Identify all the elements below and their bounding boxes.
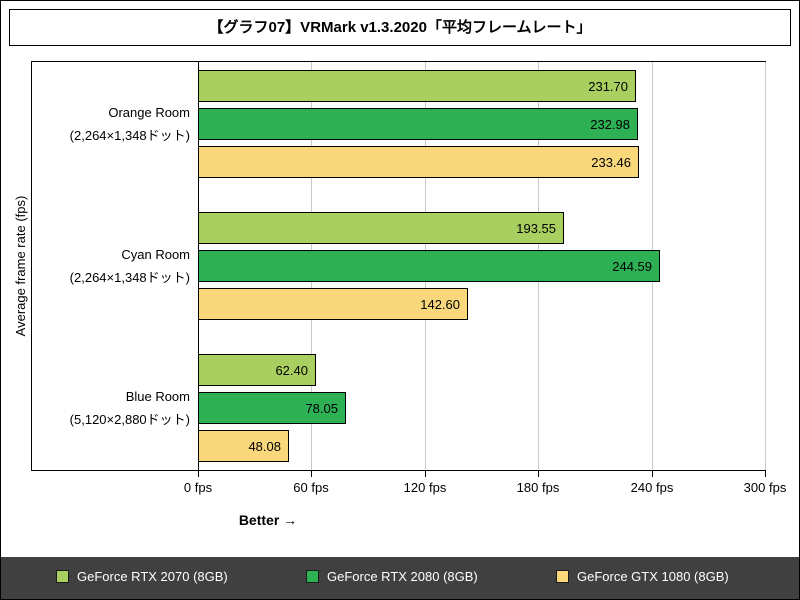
legend-item: GeForce GTX 1080 (8GB) [556, 569, 729, 584]
tick-mark [652, 471, 653, 477]
legend-label: GeForce RTX 2080 (8GB) [327, 569, 478, 584]
bar: 193.55 [198, 212, 564, 244]
gridline [765, 62, 766, 470]
category-label: Cyan Room (2,264×1,348ドット) [32, 243, 190, 289]
category-name: Cyan Room [121, 247, 190, 262]
legend-swatch [306, 570, 319, 583]
bar: 233.46 [198, 146, 639, 178]
bar: 48.08 [198, 430, 289, 462]
legend-item: GeForce RTX 2070 (8GB) [56, 569, 228, 584]
bar: 78.05 [198, 392, 346, 424]
bar-value-label: 231.70 [588, 78, 628, 94]
bar: 142.60 [198, 288, 468, 320]
tick-label: 180 fps [516, 480, 560, 495]
y-axis-label: Average frame rate (fps) [13, 195, 28, 337]
bar-value-label: 193.55 [516, 220, 556, 236]
bar-value-label: 48.08 [248, 438, 281, 454]
category-name: Orange Room [108, 105, 190, 120]
bar-value-label: 232.98 [590, 116, 630, 132]
bar-value-label: 62.40 [275, 362, 308, 378]
legend: GeForce RTX 2070 (8GB) GeForce RTX 2080 (… [1, 557, 799, 599]
bar: 232.98 [198, 108, 638, 140]
tick-mark [765, 471, 766, 477]
bar-value-label: 233.46 [591, 154, 631, 170]
tick-label: 60 fps [293, 480, 329, 495]
plot-area: Orange Room (2,264×1,348ドット) 231.70 232.98 2… [31, 61, 766, 471]
bar: 244.59 [198, 250, 660, 282]
tick-label: 120 fps [403, 480, 447, 495]
category-label: Blue Room (5,120×2,880ドット) [32, 385, 190, 431]
better-direction-label: Better → [238, 512, 298, 528]
category-resolution: (2,264×1,348ドット) [69, 128, 190, 143]
chart-title: 【グラフ07】VRMark v1.3.2020「平均フレームレート」 [9, 9, 791, 46]
bar: 62.40 [198, 354, 316, 386]
tick-label: 300 fps [743, 480, 787, 495]
category-resolution: (5,120×2,880ドット) [69, 412, 190, 427]
category-name: Blue Room [125, 389, 190, 404]
tick-mark [311, 471, 312, 477]
legend-label: GeForce GTX 1080 (8GB) [577, 569, 729, 584]
legend-label: GeForce RTX 2070 (8GB) [77, 569, 228, 584]
tick-mark [538, 471, 539, 477]
tick-label: 0 fps [183, 480, 213, 495]
bar-value-label: 244.59 [612, 258, 652, 274]
bar-value-label: 142.60 [420, 296, 460, 312]
legend-swatch [556, 570, 569, 583]
legend-item: GeForce RTX 2080 (8GB) [306, 569, 478, 584]
bar: 231.70 [198, 70, 636, 102]
tick-mark [425, 471, 426, 477]
tick-mark [198, 471, 199, 477]
category-label: Orange Room (2,264×1,348ドット) [32, 101, 190, 147]
category-resolution: (2,264×1,348ドット) [69, 270, 190, 285]
tick-label: 240 fps [630, 480, 674, 495]
legend-swatch [56, 570, 69, 583]
bar-value-label: 78.05 [305, 400, 338, 416]
